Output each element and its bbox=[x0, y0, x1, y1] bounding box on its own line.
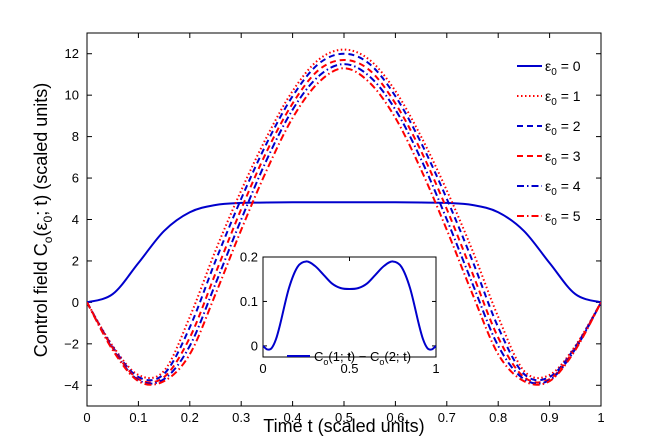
inset-legend-c: (1; t) − C bbox=[328, 349, 379, 364]
y-tick-label: −4 bbox=[64, 378, 79, 393]
legend-label-eps-3: ε0 = 3 bbox=[545, 148, 581, 168]
legend-label-eps-5: ε0 = 5 bbox=[545, 208, 581, 228]
main-ticks: 0 0.1 0.2 0.3 0.4 0.5 0.6 0.7 0.8 0.9 1−4−20246810… bbox=[64, 33, 605, 425]
x-tick-label: 1 bbox=[597, 410, 604, 425]
legend-label-eps-1: ε0 = 1 bbox=[545, 88, 581, 108]
y-tick-label: 2 bbox=[72, 253, 79, 268]
x-tick-label: 0.2 bbox=[181, 410, 199, 425]
series-line-eps-0 bbox=[87, 201, 601, 304]
series-line-eps-3 bbox=[87, 58, 601, 384]
y-axis-label: Control field Co(ε0; t) (scaled units) bbox=[31, 83, 55, 358]
x-tick-label: 0.9 bbox=[541, 410, 559, 425]
legend-label-eps-4: ε0 = 4 bbox=[545, 178, 581, 198]
legend-label-eps-2: ε0 = 2 bbox=[545, 118, 581, 138]
inset-ticks: 0 0.5 1 0 0.1 0.2 bbox=[240, 250, 440, 377]
y-label-part-mid: (ε bbox=[31, 222, 51, 236]
legend: ε0 = 0 ε0 = 1 ε0 = 2 ε0 = 3 ε0 = 4 ε0 = 5 bbox=[517, 58, 581, 228]
y-tick-label: 8 bbox=[72, 129, 79, 144]
x-tick-label: 0.1 bbox=[129, 410, 147, 425]
inset-legend-b: o bbox=[323, 357, 328, 367]
inset-legend-d: o bbox=[379, 357, 384, 367]
legend-label-eps-0: ε0 = 0 bbox=[545, 58, 581, 78]
series-line-eps-1 bbox=[87, 48, 601, 380]
y-label-part-pre: Control field C bbox=[31, 243, 51, 357]
y-tick-label: 6 bbox=[72, 171, 79, 186]
inset-series-line bbox=[263, 260, 436, 351]
inset-y-tick-label: 0.1 bbox=[240, 294, 258, 309]
inset-x-tick-label: 0 bbox=[259, 361, 266, 376]
inset-plot-frame bbox=[262, 256, 437, 358]
series-line-eps-2 bbox=[87, 52, 601, 382]
inset-axes: 0 0.5 100.10.2 Co(1; t) − Co(2; t) bbox=[240, 250, 440, 377]
x-tick-label: 0.7 bbox=[438, 410, 456, 425]
inset-legend-e: (2; t) bbox=[384, 349, 411, 364]
y-tick-label: 4 bbox=[72, 212, 79, 227]
main-axes: 0 0.1 0.2 0.3 0.4 0.5 0.6 0.7 0.8 0.9 1−4−20246810… bbox=[64, 32, 605, 425]
inset-series bbox=[263, 260, 436, 351]
y-tick-label: 0 bbox=[72, 295, 79, 310]
main-series bbox=[87, 48, 601, 386]
x-tick-label: 0.5 bbox=[335, 410, 353, 425]
series-line-eps-5 bbox=[87, 67, 601, 386]
y-label-sub-0: 0 bbox=[41, 215, 55, 222]
x-tick-label: 0.8 bbox=[489, 410, 507, 425]
inset-legend-a: C bbox=[314, 349, 323, 364]
x-tick-label: 0.4 bbox=[284, 410, 302, 425]
inset-legend-label: Co(1; t) − Co(2; t) bbox=[314, 349, 411, 367]
x-tick-label: 0 bbox=[83, 410, 90, 425]
inset-legend: Co(1; t) − Co(2; t) bbox=[287, 349, 411, 367]
inset-y-tick-label: 0.2 bbox=[240, 250, 258, 265]
y-label-part-post: ; t) (scaled units) bbox=[31, 83, 51, 216]
y-label-sub-o: o bbox=[41, 236, 55, 243]
y-tick-label: 12 bbox=[65, 46, 79, 61]
x-axis-label: Time t (scaled units) bbox=[263, 416, 424, 436]
inset-x-tick-label: 1 bbox=[432, 361, 439, 376]
series-line-eps-4 bbox=[87, 63, 601, 385]
x-tick-label: 0.6 bbox=[386, 410, 404, 425]
inset-x-tick-label: 0.5 bbox=[340, 361, 358, 376]
inset-y-tick-label: 0 bbox=[251, 338, 258, 353]
y-tick-label: 10 bbox=[65, 88, 79, 103]
y-tick-label: −2 bbox=[64, 336, 79, 351]
x-tick-label: 0.3 bbox=[232, 410, 250, 425]
